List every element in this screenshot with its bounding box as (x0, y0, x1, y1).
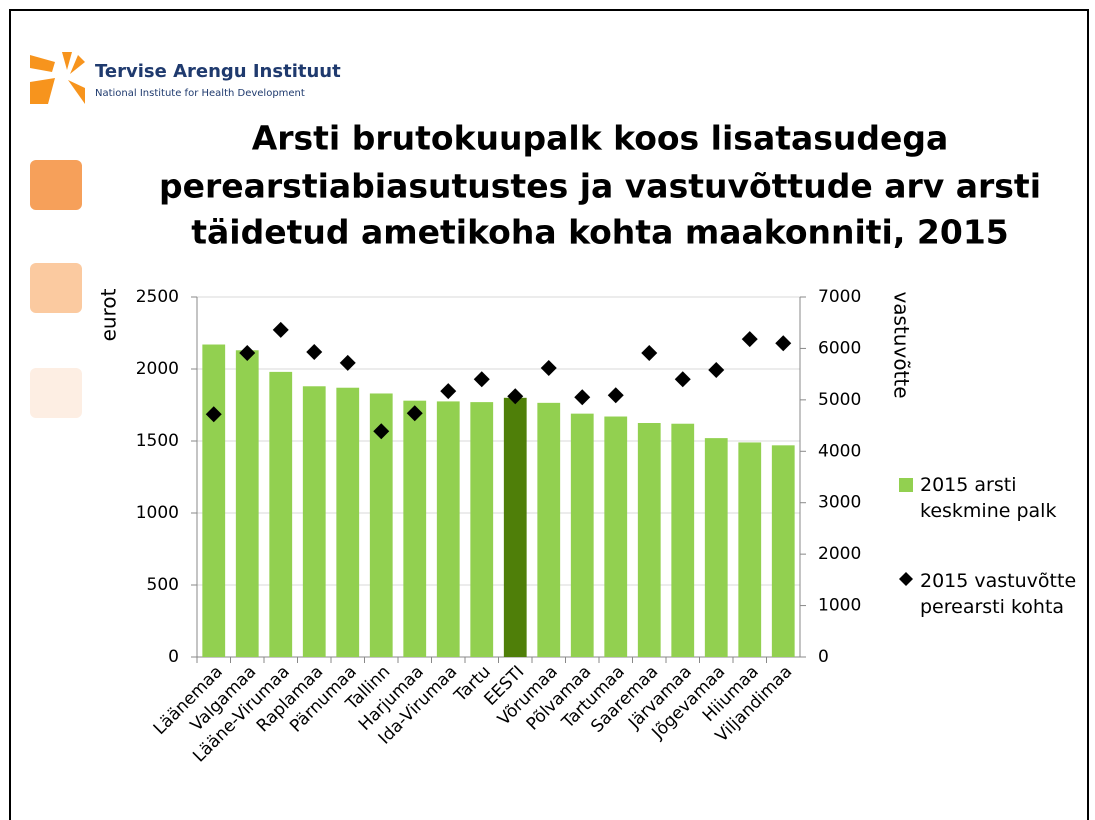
y-tick-label: 500 (147, 575, 179, 595)
bar (369, 393, 393, 657)
decor-square (30, 160, 82, 210)
diamond-marker (339, 354, 356, 371)
diamond-marker (674, 371, 691, 388)
diamond-marker (205, 406, 222, 423)
bar (537, 402, 561, 657)
bar (570, 413, 594, 657)
diamond-marker (272, 321, 289, 338)
decor-square (30, 263, 82, 313)
diamond-marker (406, 405, 423, 422)
bar (436, 401, 460, 657)
diamond-marker (540, 359, 557, 376)
y2-tick-label: 5000 (818, 390, 861, 410)
decor-square (30, 368, 82, 418)
diamond-marker (574, 389, 591, 406)
diamond-marker (641, 345, 658, 362)
y2-tick-label: 6000 (818, 338, 861, 358)
y-axis-label: eurot (97, 288, 121, 341)
bar (604, 416, 628, 657)
y-tick-label: 1500 (136, 431, 179, 451)
y-tick-label: 0 (168, 647, 179, 667)
diamond-marker (775, 335, 792, 352)
chart-title: täidetud ametikoha kohta maakonniti, 201… (191, 213, 1009, 252)
diamond-marker (741, 331, 758, 348)
y2-tick-label: 0 (818, 647, 829, 667)
logo-mark (30, 52, 85, 104)
chart-title: perearstiabiasutustes ja vastuvõttude ar… (159, 167, 1041, 206)
diamond-marker (473, 371, 490, 388)
y2-tick-label: 7000 (818, 287, 861, 307)
legend-entry: 2015 arsti keskmine palk (920, 474, 1057, 522)
chart-title: Arsti brutokuupalk koos lisatasudega (252, 119, 949, 158)
bar (269, 371, 293, 657)
legend-entry: 2015 vastuvõtte perearsti kohta (920, 570, 1077, 618)
y-tick-label: 1000 (136, 503, 179, 523)
diamond-marker (373, 423, 390, 440)
bar (671, 423, 695, 657)
y2-tick-label: 4000 (818, 441, 861, 461)
y-tick-label: 2500 (136, 287, 179, 307)
bar (704, 438, 728, 657)
bar (202, 344, 226, 657)
diamond-marker (507, 388, 524, 405)
bar (738, 442, 762, 657)
logo-subtitle: National Institute for Health Developmen… (95, 88, 305, 99)
y2-tick-label: 2000 (818, 544, 861, 564)
diamond-marker (440, 383, 457, 400)
bar (235, 350, 259, 657)
diamond-marker (607, 387, 624, 404)
y-tick-label: 2000 (136, 359, 179, 379)
bar (637, 423, 661, 657)
y2-tick-label: 1000 (818, 596, 861, 616)
diamond-marker (239, 345, 256, 362)
y2-axis-label: vastuvõtte (890, 291, 914, 398)
bar (771, 445, 795, 657)
logo-name: Tervise Arengu Instituut (95, 61, 341, 82)
y2-tick-label: 3000 (818, 493, 861, 513)
bar (302, 386, 326, 657)
diamond-marker (306, 344, 323, 361)
bar (403, 400, 427, 657)
bar (470, 402, 494, 657)
legend-swatch (899, 572, 913, 586)
bar (336, 387, 360, 657)
bar (503, 397, 527, 657)
slide-border (9, 9, 1089, 820)
legend-swatch (899, 478, 913, 492)
diamond-marker (708, 362, 725, 379)
